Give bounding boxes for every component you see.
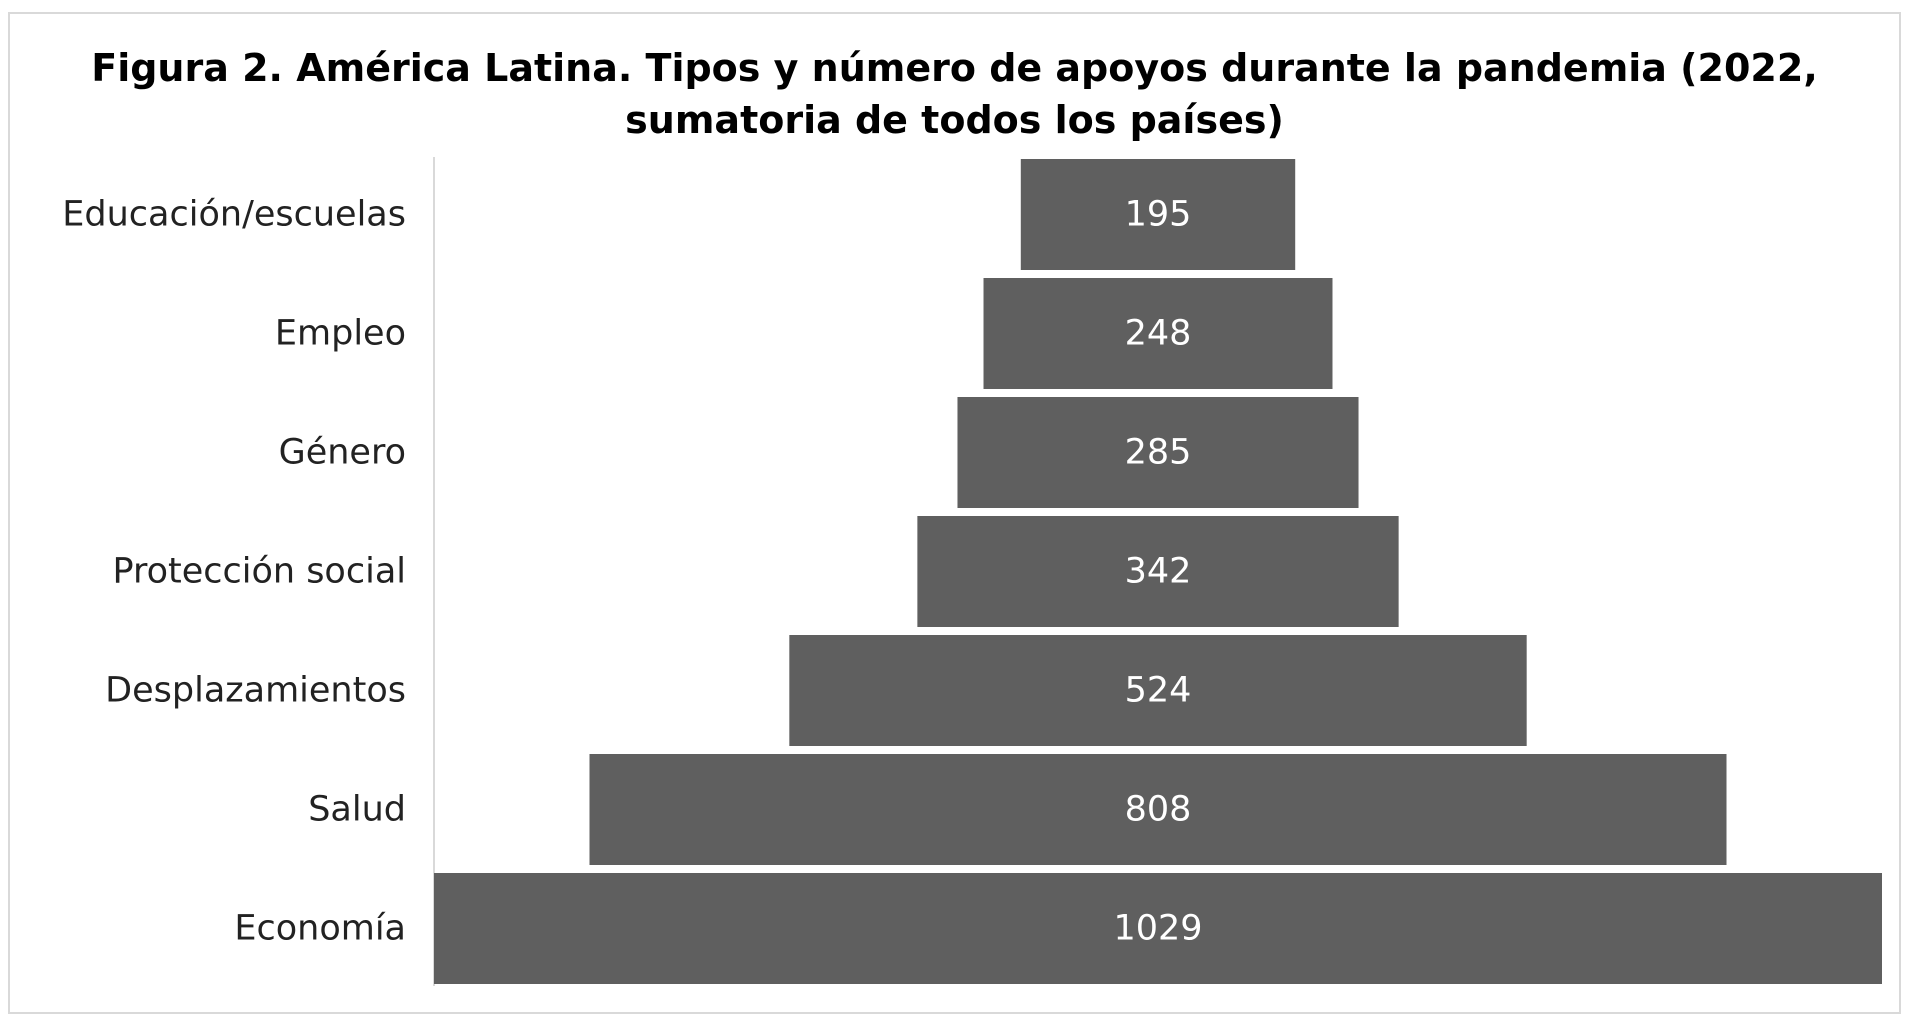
category-label-empleo: Empleo	[275, 314, 406, 354]
value-label-proteccion-social: 342	[1125, 552, 1192, 592]
value-label-educacion-escuelas: 195	[1125, 195, 1192, 235]
category-labels-group: Educación/escuelas Empleo Género Protección…	[62, 195, 406, 949]
category-label-economia: Economía	[234, 909, 406, 949]
category-label-genero: Género	[279, 433, 406, 473]
bar-proteccion-social	[917, 516, 1399, 627]
category-label-desplazamientos: Desplazamientos	[105, 671, 406, 711]
bar-empleo	[983, 278, 1333, 389]
value-label-salud: 808	[1125, 790, 1192, 830]
value-labels-group: 195 248 285 342 524 808 1029	[1113, 195, 1202, 949]
bar-desplazamientos	[789, 635, 1527, 746]
category-label-proteccion-social: Protección social	[112, 552, 406, 592]
bar-genero	[957, 397, 1359, 508]
value-label-desplazamientos: 524	[1125, 671, 1192, 711]
bar-educacion-escuelas	[1020, 159, 1296, 270]
value-label-genero: 285	[1125, 433, 1192, 473]
bar-salud	[589, 754, 1727, 865]
value-label-empleo: 248	[1125, 314, 1192, 354]
category-label-educacion-escuelas: Educación/escuelas	[62, 195, 406, 235]
category-label-salud: Salud	[308, 790, 406, 830]
chart-title: Figura 2. América Latina. Tipos y número…	[91, 46, 1818, 142]
value-label-economia: 1029	[1113, 909, 1202, 949]
bars-group	[434, 159, 1882, 984]
bar-economia	[434, 873, 1882, 984]
